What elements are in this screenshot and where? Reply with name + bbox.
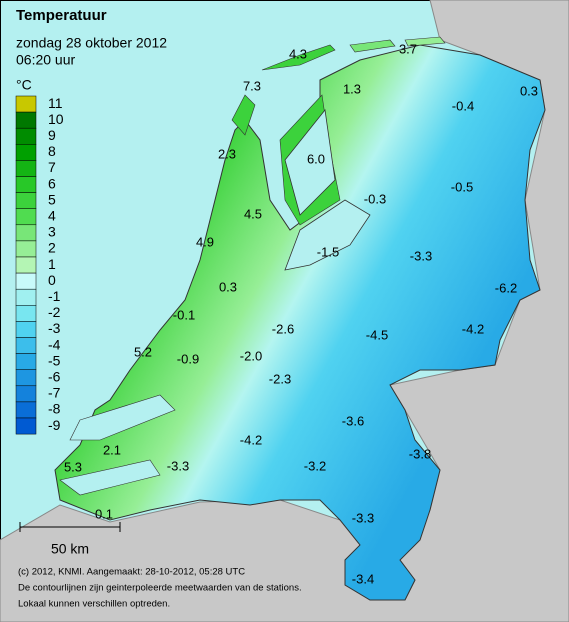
station-value: -3.6 [342, 413, 364, 428]
legend-swatch [15, 224, 37, 242]
legend-swatch [15, 353, 37, 370]
station-value: -3.3 [167, 458, 189, 473]
legend-label: 6 [48, 175, 56, 191]
station-value: -6.2 [495, 280, 517, 295]
legend-label: -8 [48, 401, 61, 417]
legend-label: -4 [48, 336, 61, 352]
legend-label: -7 [48, 385, 61, 401]
legend-label: -6 [48, 368, 61, 384]
station-value: 4.5 [244, 206, 262, 221]
ijsselmeer [284, 109, 336, 216]
legend-label: 11 [48, 95, 63, 111]
legend-swatch [15, 385, 37, 403]
station-value: -2.6 [272, 321, 294, 336]
station-value: -2.3 [269, 371, 291, 386]
legend-label: -5 [48, 352, 61, 368]
legend-label: -9 [48, 417, 61, 433]
legend-swatch [15, 321, 37, 338]
station-value: -1.5 [317, 244, 339, 259]
station-value: -3.3 [410, 248, 432, 263]
legend-label: -3 [48, 320, 61, 336]
legend-label: -1 [48, 288, 61, 304]
station-value: -3.3 [352, 510, 374, 525]
estuary [69, 394, 176, 441]
westerschelde [59, 459, 161, 496]
station-value: 0.3 [520, 83, 538, 98]
legend-swatch [15, 111, 37, 129]
station-value: 2.1 [103, 442, 121, 457]
legend-swatch [15, 176, 37, 193]
station-value: 4.3 [289, 46, 307, 61]
ameland [349, 39, 396, 53]
legend-label: -2 [48, 304, 61, 320]
station-value: -0.4 [452, 98, 474, 113]
legend-label: 8 [48, 143, 56, 159]
station-value: -4.5 [366, 327, 388, 342]
station-labels: 4.3 3.7 7.3 1.3 -0.4 0.3 2.3 6.0 -0.5 -0.3 4.5 4.9 -… [64, 41, 538, 586]
legend-swatch [15, 401, 37, 419]
station-value: 1.3 [343, 81, 361, 96]
scale-label: 50 km [51, 541, 89, 557]
legend-label: 0 [48, 272, 56, 288]
date: zondag 28 oktober 2012 [16, 35, 167, 51]
station-value: -3.2 [304, 458, 326, 473]
legend-swatch [15, 95, 37, 113]
station-value: 5.2 [134, 344, 152, 359]
station-value: -0.1 [173, 307, 195, 322]
legend-swatch [15, 288, 37, 306]
station-value: -2.0 [240, 348, 262, 363]
vlieland-terschelling [261, 44, 336, 71]
legend-label: 3 [48, 224, 56, 240]
station-value: 3.7 [399, 41, 417, 56]
legend-label: 1 [48, 256, 56, 272]
legend-label: 5 [48, 191, 56, 207]
legend-label: 9 [48, 127, 56, 143]
markermeer [284, 199, 371, 271]
station-value: 4.9 [196, 234, 214, 249]
credit: Lokaal kunnen verschillen optreden. [18, 599, 170, 610]
legend-swatch [15, 305, 37, 322]
station-value: 6.0 [307, 151, 325, 166]
legend-swatch [15, 160, 37, 177]
legend-swatch [15, 240, 37, 258]
station-value: 7.3 [243, 78, 261, 93]
legend-label: 10 [48, 111, 64, 127]
time: 06:20 uur [16, 52, 75, 68]
legend-swatch [15, 144, 37, 161]
legend-swatch [15, 272, 37, 290]
texel [231, 94, 256, 136]
legend-swatch [15, 417, 37, 435]
legend-swatch [15, 127, 37, 145]
legend-unit: °C [16, 77, 32, 93]
station-value: -3.4 [352, 571, 374, 586]
legend-swatch [15, 369, 37, 387]
station-value: -0.5 [451, 179, 473, 194]
title: Temperatuur [16, 7, 107, 24]
station-value: 0.3 [219, 279, 237, 294]
station-value: 5.3 [64, 459, 82, 474]
station-value: -4.2 [462, 321, 484, 336]
station-value: -0.3 [364, 191, 386, 206]
scale-bar: 50 km [19, 522, 121, 557]
legend-swatch [15, 208, 37, 226]
credit: De contourlijnen zijn geinterpoleerde me… [18, 583, 302, 594]
legend-swatch [15, 337, 37, 354]
schiermonnikoog [404, 36, 446, 47]
station-value: 0.1 [95, 506, 113, 521]
legend-label: 4 [48, 207, 56, 223]
station-value: -4.2 [240, 432, 262, 447]
station-value: -3.8 [409, 446, 431, 461]
legend-label: 7 [48, 159, 56, 175]
station-value: 2.3 [218, 146, 236, 161]
netherlands [54, 44, 546, 601]
legend-swatch [15, 256, 37, 274]
credit: (c) 2012, KNMI. Aangemaakt: 28-10-2012, … [18, 567, 245, 578]
legend-swatch [15, 192, 37, 209]
station-value: -0.9 [177, 351, 199, 366]
legend-label: 2 [48, 240, 56, 256]
